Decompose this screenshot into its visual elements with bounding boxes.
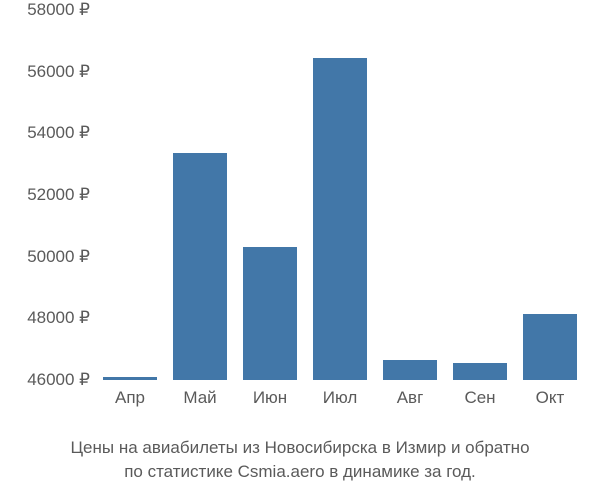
- y-tick-label: 50000 ₽: [0, 247, 90, 267]
- y-tick-label: 48000 ₽: [0, 308, 90, 328]
- y-tick-label: 52000 ₽: [0, 185, 90, 205]
- bar-slot: [375, 10, 445, 380]
- y-tick-label: 46000 ₽: [0, 370, 90, 390]
- bar-slot: [445, 10, 515, 380]
- x-tick-label: Авг: [375, 388, 445, 408]
- x-tick-label: Апр: [95, 388, 165, 408]
- x-tick-label: Сен: [445, 388, 515, 408]
- bar: [103, 377, 158, 380]
- x-axis-labels: АпрМайИюнИюлАвгСенОкт: [95, 388, 585, 408]
- bars-container: [95, 10, 585, 380]
- chart-caption: Цены на авиабилеты из Новосибирска в Изм…: [0, 436, 600, 484]
- y-tick-label: 58000 ₽: [0, 0, 90, 20]
- bar: [383, 360, 438, 380]
- x-tick-label: Май: [165, 388, 235, 408]
- price-bar-chart: 46000 ₽ 48000 ₽ 50000 ₽ 52000 ₽ 54000 ₽ 56000…: [0, 0, 600, 430]
- bar: [243, 247, 298, 380]
- y-axis-ticks: 46000 ₽48000 ₽50000 ₽52000 ₽54000 ₽56000…: [0, 10, 90, 380]
- plot-area: [95, 10, 585, 380]
- x-tick-label: Окт: [515, 388, 585, 408]
- x-tick-label: Июн: [235, 388, 305, 408]
- bar: [453, 363, 508, 380]
- bar: [173, 153, 228, 380]
- bar-slot: [95, 10, 165, 380]
- bar-slot: [165, 10, 235, 380]
- caption-line-1: Цены на авиабилеты из Новосибирска в Изм…: [0, 436, 600, 460]
- y-tick-label: 56000 ₽: [0, 62, 90, 82]
- bar-slot: [235, 10, 305, 380]
- bar-slot: [305, 10, 375, 380]
- x-tick-label: Июл: [305, 388, 375, 408]
- caption-line-2: по статистике Csmia.aero в динамике за г…: [0, 460, 600, 484]
- bar: [313, 58, 368, 380]
- bar: [523, 314, 578, 380]
- y-tick-label: 54000 ₽: [0, 123, 90, 143]
- bar-slot: [515, 10, 585, 380]
